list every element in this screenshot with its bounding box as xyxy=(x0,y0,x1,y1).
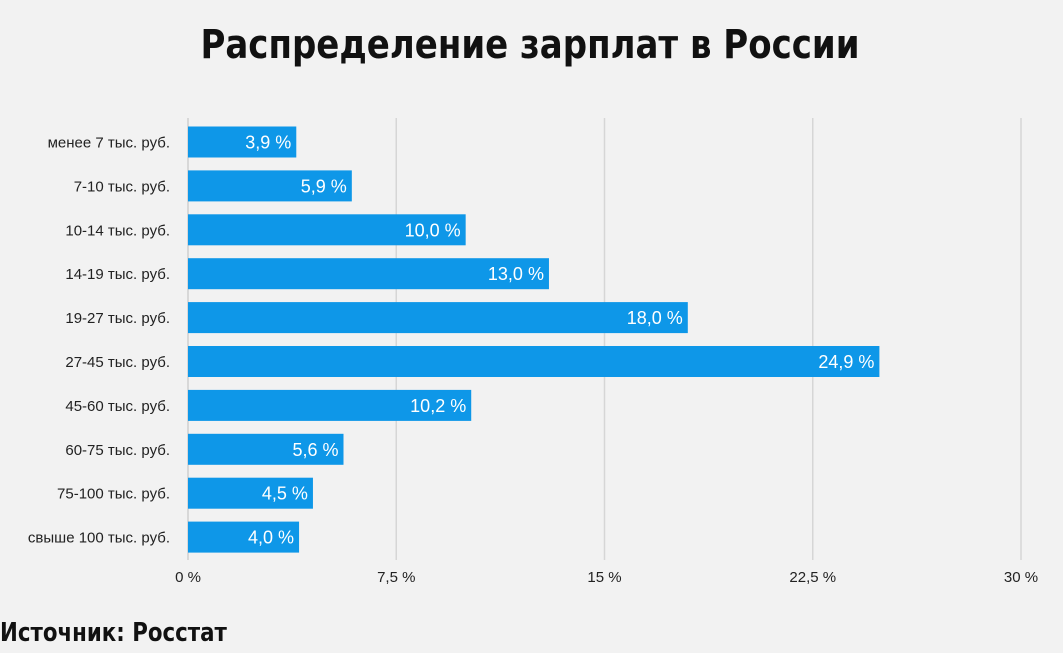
bar xyxy=(188,521,300,553)
bar-value-label: 24,9 % xyxy=(818,352,874,372)
category-label: 75-100 тыс. руб. xyxy=(57,486,170,503)
x-tick-label: 22,5 % xyxy=(789,569,836,586)
bar-value-label: 5,9 % xyxy=(301,176,347,196)
bar xyxy=(188,214,466,246)
category-label: 27-45 тыс. руб. xyxy=(65,354,170,371)
x-tick-label: 15 % xyxy=(587,569,621,586)
bar xyxy=(188,389,472,421)
bar-value-label: 3,9 % xyxy=(245,133,291,153)
category-label: свыше 100 тыс. руб. xyxy=(28,530,170,547)
grid-lines xyxy=(187,118,1022,560)
bar xyxy=(188,258,549,290)
bar xyxy=(188,170,352,202)
category-label: 10-14 тыс. руб. xyxy=(65,222,170,239)
bar-value-label: 5,6 % xyxy=(292,440,338,460)
x-tick-label: 7,5 % xyxy=(377,569,415,586)
category-label: 45-60 тыс. руб. xyxy=(65,398,170,415)
bars xyxy=(188,126,880,553)
x-tick-label: 0 % xyxy=(175,569,201,586)
bar xyxy=(188,477,313,509)
category-label: 7-10 тыс. руб. xyxy=(74,178,170,195)
bar xyxy=(188,126,297,158)
bar xyxy=(188,302,688,334)
bar-value-label: 18,0 % xyxy=(627,308,683,328)
bar-value-label: 13,0 % xyxy=(488,264,544,284)
category-label: менее 7 тыс. руб. xyxy=(48,135,170,152)
bar-value-label: 4,5 % xyxy=(262,484,308,504)
chart-title: Распределение зарплат в России xyxy=(200,22,860,68)
bar-value-label: 4,0 % xyxy=(248,528,294,548)
source-note: Источник: Росстат xyxy=(0,618,227,648)
bar xyxy=(188,346,880,377)
category-label: 19-27 тыс. руб. xyxy=(65,310,170,327)
x-tick-label: 30 % xyxy=(1004,569,1038,586)
bar-value-label: 10,0 % xyxy=(405,220,461,240)
category-label: 14-19 тыс. руб. xyxy=(65,266,170,283)
bar xyxy=(188,433,344,465)
category-label: 60-75 тыс. руб. xyxy=(65,442,170,459)
bar-value-label: 10,2 % xyxy=(410,396,466,416)
labels: 0 % 7,5 % 15 % 22,5 % 30 % 3,9 % менее 7 тыс. … xyxy=(28,133,1038,587)
